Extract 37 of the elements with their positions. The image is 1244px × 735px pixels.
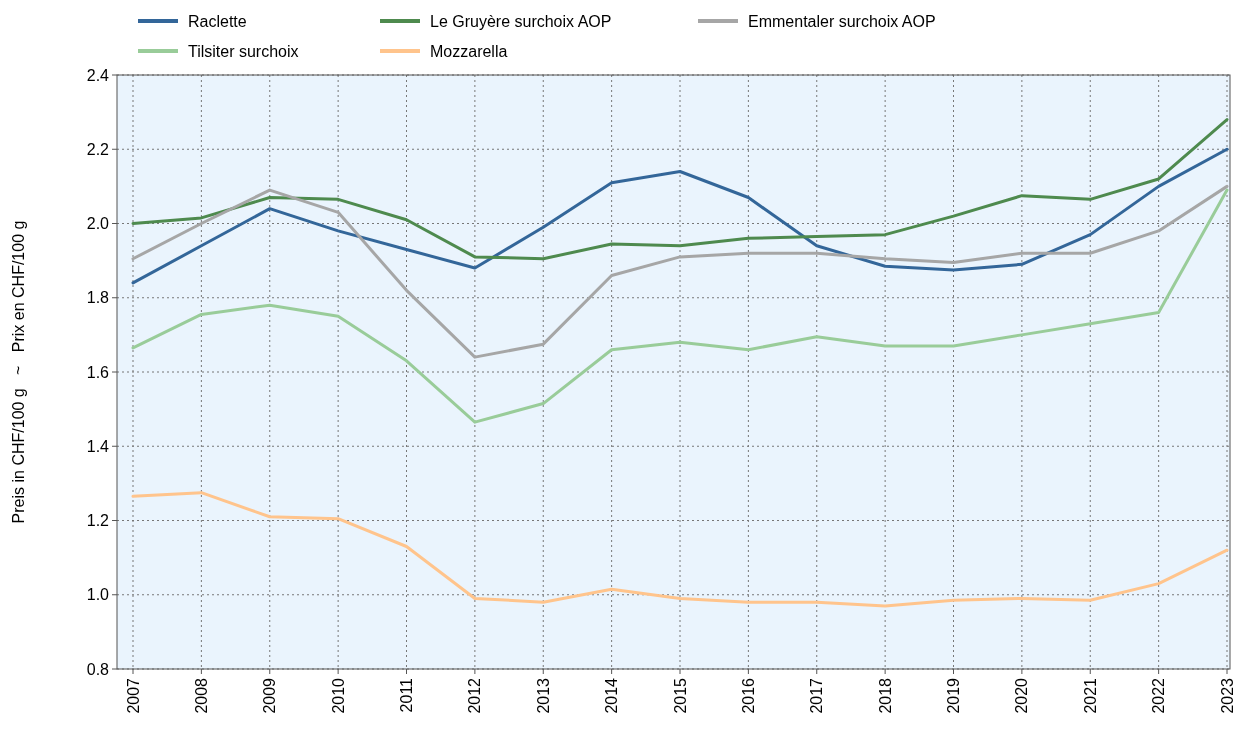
x-tick-label: 2007 xyxy=(124,677,142,714)
y-tick-label: 1.6 xyxy=(86,363,110,381)
legend-label: Raclette xyxy=(188,12,247,30)
line-series xyxy=(131,118,1229,261)
line-series xyxy=(131,491,1229,608)
x-tick-label: 2021 xyxy=(1081,677,1099,714)
y-tick-label: 2.4 xyxy=(86,66,110,84)
x-tick-label: 2009 xyxy=(261,677,279,714)
legend-label: Emmentaler surchoix AOP xyxy=(748,12,936,30)
x-tick-label: 2017 xyxy=(808,677,826,714)
x-tick-label: 2008 xyxy=(192,677,210,714)
x-tick-label: 2010 xyxy=(329,677,347,714)
y-axis-title: Preis in CHF/100 g ~ Prix en CHF/100 g xyxy=(10,220,27,524)
y-tick-label: 2.0 xyxy=(86,215,110,233)
x-tick-label: 2013 xyxy=(534,677,552,714)
y-tick-label: 1.2 xyxy=(86,512,110,530)
y-tick-label: 1.4 xyxy=(86,437,110,455)
y-tick-label: 2.2 xyxy=(86,140,110,158)
x-tick-label: 2022 xyxy=(1150,677,1168,714)
x-tick-label: 2016 xyxy=(739,677,757,714)
x-tick-label: 2023 xyxy=(1218,677,1236,714)
line-series xyxy=(131,147,1229,285)
y-tick-label: 1.0 xyxy=(86,586,110,604)
x-tick-label: 2014 xyxy=(603,677,621,714)
y-tick-label: 1.8 xyxy=(86,289,110,307)
line-series xyxy=(131,188,1229,424)
y-tick-label: 0.8 xyxy=(86,660,110,678)
x-tick-label: 2015 xyxy=(671,677,689,714)
x-tick-label: 2020 xyxy=(1013,677,1031,714)
x-tick-label: 2018 xyxy=(876,677,894,714)
x-tick-label: 2011 xyxy=(398,677,416,713)
legend-label: Mozzarella xyxy=(430,42,508,60)
x-tick-label: 2012 xyxy=(466,677,484,714)
legend-label: Le Gruyère surchoix AOP xyxy=(430,12,612,30)
x-tick-label: 2019 xyxy=(945,677,963,714)
legend-label: Tilsiter surchoix xyxy=(188,42,299,60)
line-series xyxy=(131,184,1229,359)
